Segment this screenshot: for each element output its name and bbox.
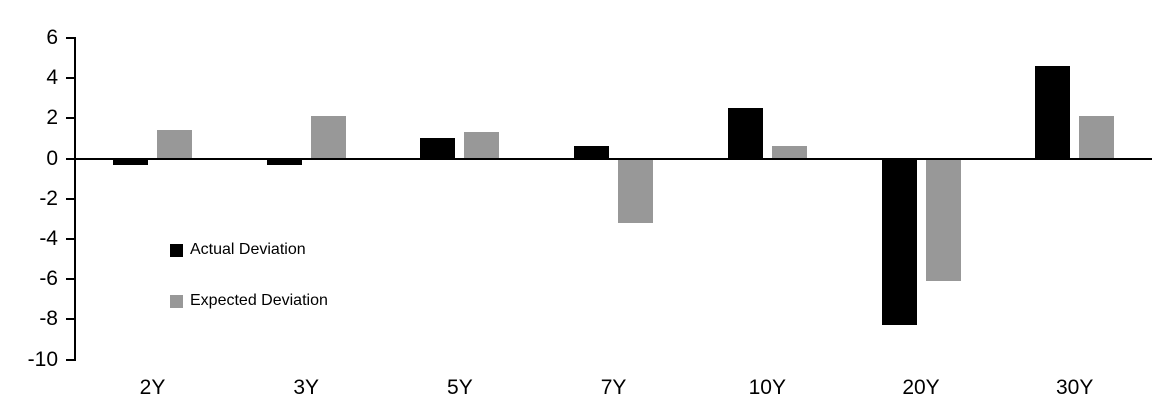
bar-expected-deviation-2y (157, 130, 192, 159)
y-axis-tick-label: -6 (39, 267, 58, 291)
y-axis-tick (66, 237, 75, 240)
y-axis-tick-label: 6 (46, 25, 58, 49)
y-axis-tick-label: 0 (46, 146, 58, 170)
x-axis (66, 157, 1152, 160)
y-axis-tick (66, 36, 75, 39)
bar-expected-deviation-7y (618, 158, 654, 223)
legend-item-actual-deviation: Actual Deviation (170, 241, 328, 259)
legend: Actual Deviation Expected Deviation (170, 241, 328, 310)
y-axis-tick-label: -2 (39, 186, 58, 210)
bar-actual-deviation-3y (266, 158, 302, 165)
bar-expected-deviation-20y (925, 158, 961, 282)
bar-expected-deviation-3y (310, 116, 346, 159)
legend-swatch-actual-deviation (170, 243, 183, 257)
legend-item-expected-deviation: Expected Deviation (170, 292, 328, 310)
x-axis-category-label: 3Y (293, 376, 320, 399)
y-axis (74, 37, 76, 361)
bar-actual-deviation-10y (727, 108, 763, 159)
y-axis-tick (66, 278, 75, 281)
bar-actual-deviation-30y (1035, 66, 1071, 159)
bar-actual-deviation-7y (574, 146, 610, 159)
y-axis-tick-label: 4 (46, 66, 58, 90)
y-axis-tick (66, 197, 75, 200)
bar-actual-deviation-20y (881, 158, 917, 326)
y-axis-tick (66, 117, 75, 120)
bar-actual-deviation-2y (113, 158, 148, 165)
x-axis-category-label: 2Y (139, 376, 166, 399)
bar-expected-deviation-5y (464, 132, 500, 159)
x-axis-category-label: 30Y (1056, 376, 1094, 399)
x-axis-category-label: 7Y (600, 376, 627, 399)
x-axis-category-label: 10Y (748, 376, 786, 399)
bar-expected-deviation-30y (1079, 116, 1115, 159)
bar-actual-deviation-5y (420, 138, 456, 159)
y-axis-tick (66, 77, 75, 80)
y-axis-tick-label: -4 (39, 226, 58, 250)
bar-expected-deviation-10y (771, 146, 807, 159)
legend-swatch-expected-deviation (170, 294, 183, 308)
y-axis-tick (66, 358, 75, 361)
x-axis-category-label: 20Y (902, 376, 940, 399)
y-axis-tick (66, 318, 75, 321)
x-axis-category-label: 5Y (447, 376, 473, 399)
y-axis-tick-label: -8 (39, 307, 58, 331)
legend-item-label: Expected Deviation (190, 292, 328, 309)
legend-item-label: Actual Deviation (190, 241, 306, 258)
y-axis-tick-label: -10 (27, 347, 58, 371)
y-axis-tick-label: 2 (46, 106, 58, 130)
y-axis-tick (66, 157, 75, 160)
